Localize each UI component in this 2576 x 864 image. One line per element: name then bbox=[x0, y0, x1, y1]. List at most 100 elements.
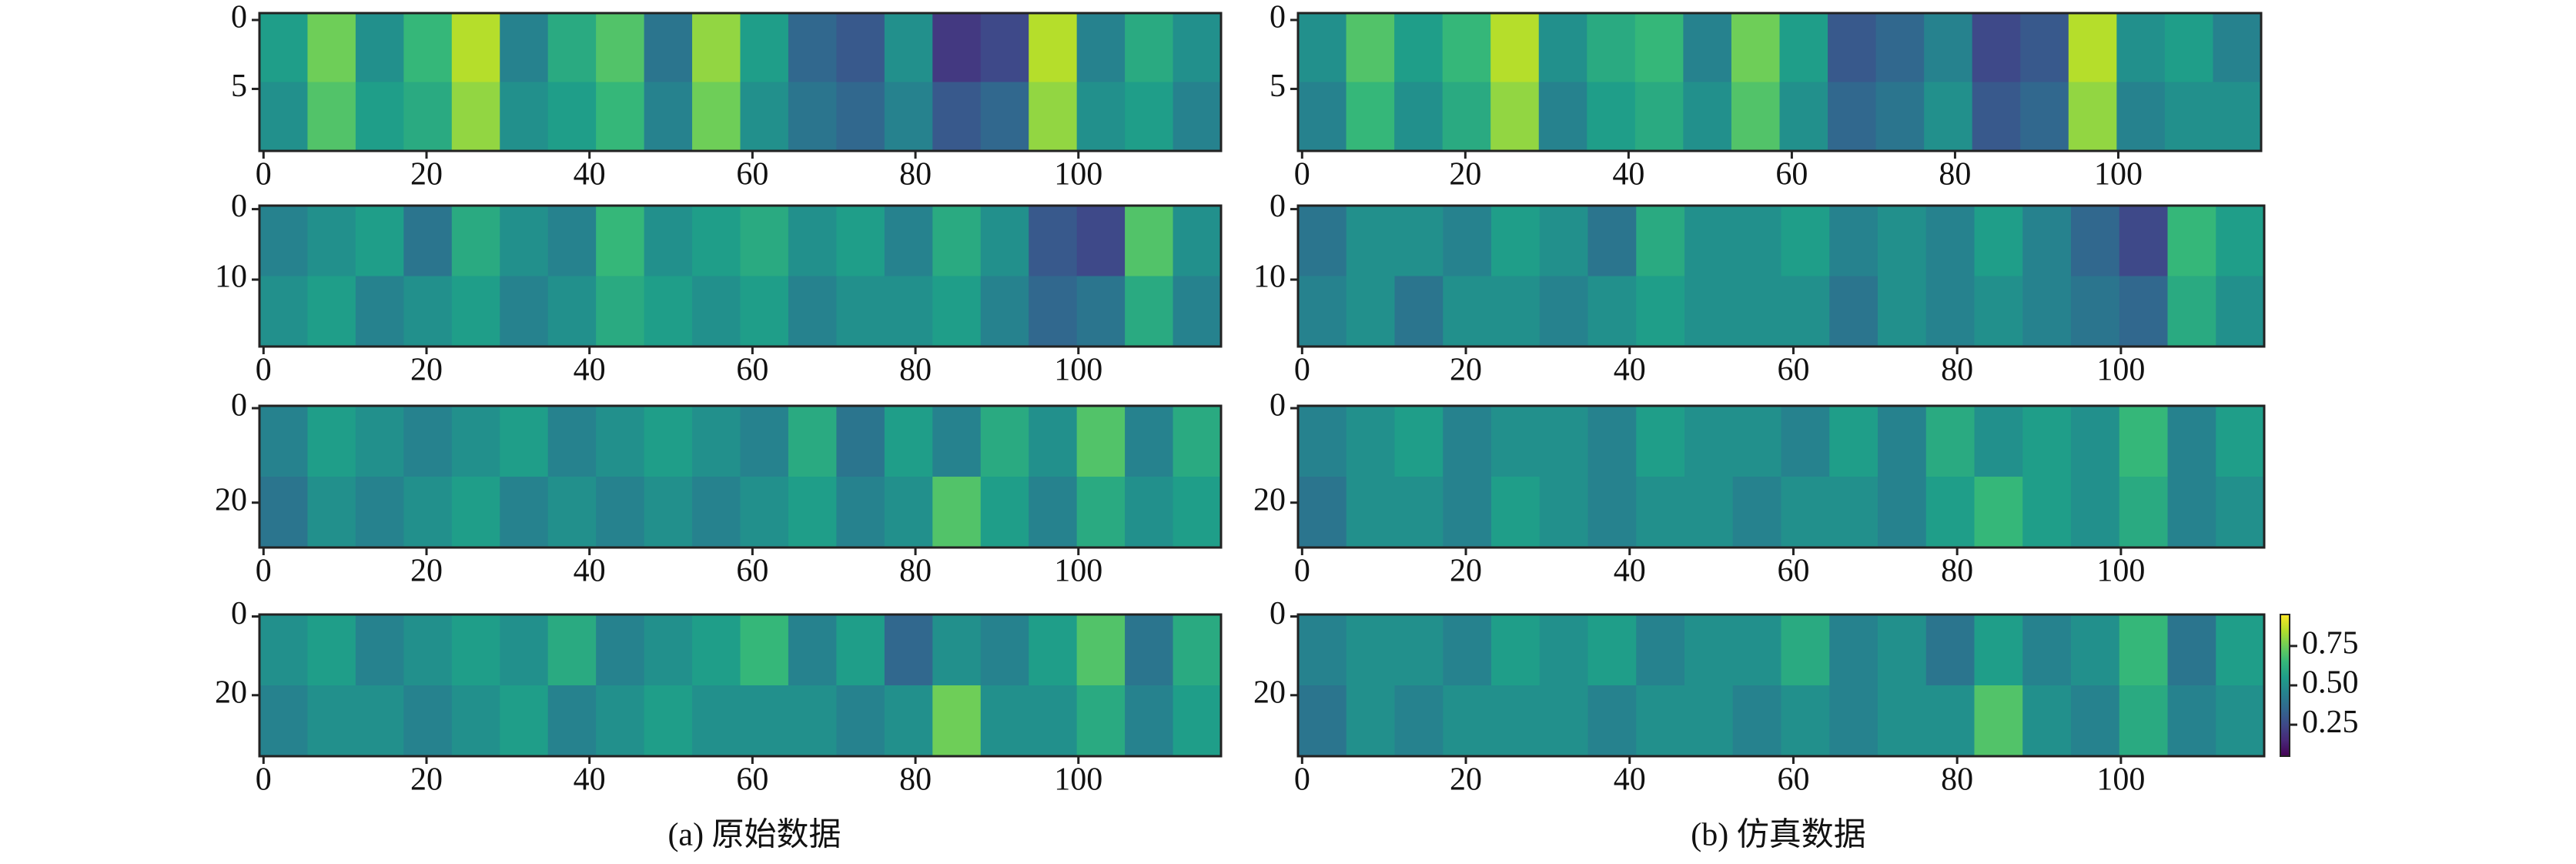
heatmap-cell bbox=[1636, 477, 1685, 548]
heatmap-cell bbox=[740, 206, 789, 277]
heatmap-cell bbox=[1490, 82, 1540, 152]
plot-frame bbox=[258, 404, 1223, 549]
x-tick-label: 40 bbox=[1612, 157, 1644, 193]
heatmap-cell bbox=[1779, 13, 1828, 83]
heatmap-cell bbox=[884, 206, 933, 277]
heatmap-cell bbox=[1684, 276, 1734, 347]
heatmap-cell bbox=[1029, 206, 1078, 277]
heatmap-cell bbox=[1442, 82, 1491, 152]
heatmap-cell bbox=[788, 82, 837, 152]
heatmap-cell bbox=[451, 82, 500, 152]
heatmap-cell bbox=[932, 276, 982, 347]
heatmap-cell bbox=[2216, 685, 2265, 757]
heatmap-cell bbox=[1029, 685, 1078, 757]
heatmap-cell bbox=[1972, 13, 2021, 83]
heatmap-cell bbox=[980, 276, 1029, 347]
heatmap-cell bbox=[1443, 276, 1492, 347]
heatmap-cell bbox=[932, 13, 982, 83]
heatmap-cell bbox=[451, 615, 500, 686]
colorbar bbox=[2280, 614, 2290, 757]
heatmap-cell bbox=[1539, 206, 1589, 277]
heatmap-cell bbox=[2216, 406, 2265, 477]
heatmap-cell bbox=[1490, 13, 1540, 83]
heatmap-cell bbox=[2071, 406, 2120, 477]
heatmap-cell bbox=[1878, 406, 1927, 477]
x-tick-label: 20 bbox=[410, 762, 443, 798]
heatmap-cell bbox=[2167, 406, 2216, 477]
heatmap-cell bbox=[596, 615, 645, 686]
caption: (b) 仿真数据 bbox=[1691, 818, 1865, 853]
heatmap-cell bbox=[1828, 13, 1877, 83]
heatmap-cell bbox=[1781, 206, 1830, 277]
x-tick-label: 40 bbox=[1614, 353, 1646, 388]
y-tick-label: 20 bbox=[215, 482, 247, 517]
heatmap-cell bbox=[1924, 82, 1973, 152]
heatmap-cell bbox=[500, 82, 549, 152]
heatmap-cell bbox=[1587, 13, 1636, 83]
heatmap-cell bbox=[547, 276, 597, 347]
heatmap-cell bbox=[1974, 477, 2023, 548]
x-tick-label: 60 bbox=[1777, 762, 1809, 798]
heatmap-cell bbox=[1587, 477, 1637, 548]
heatmap-cell bbox=[1875, 82, 1925, 152]
heatmap-cell bbox=[692, 615, 741, 686]
heatmap-cell bbox=[2022, 206, 2072, 277]
heatmap-cell bbox=[403, 685, 453, 757]
heatmap-cell bbox=[2068, 82, 2117, 152]
heatmap-cell bbox=[403, 13, 453, 83]
heatmap-cell bbox=[884, 406, 933, 477]
heatmap-cell bbox=[1346, 477, 1396, 548]
heatmap-cell bbox=[2020, 13, 2069, 83]
heatmap-cell bbox=[1587, 685, 1637, 757]
heatmap-cell bbox=[1732, 477, 1782, 548]
heatmap-cell bbox=[1346, 276, 1396, 347]
plot-frame bbox=[1296, 12, 2263, 152]
heatmap-cell bbox=[1298, 477, 1347, 548]
heatmap-cell bbox=[1491, 685, 1541, 757]
heatmap-cell bbox=[980, 13, 1029, 83]
heatmap-cell bbox=[547, 13, 597, 83]
heatmap-cell bbox=[1173, 206, 1222, 277]
heatmap-cell bbox=[451, 685, 500, 757]
y-tick-label: 0 bbox=[231, 0, 247, 35]
x-tick-label: 80 bbox=[899, 554, 932, 589]
heatmap-cell bbox=[2071, 276, 2120, 347]
heatmap-cell bbox=[836, 685, 885, 757]
heatmap-cell bbox=[1491, 477, 1541, 548]
heatmap-cell bbox=[836, 82, 885, 152]
colorbar-tick-label: 0.25 bbox=[2302, 705, 2359, 740]
y-tick-label: 20 bbox=[1253, 482, 1286, 517]
heatmap-cell bbox=[788, 615, 837, 686]
heatmap-cell bbox=[1076, 206, 1126, 277]
heatmap-cell bbox=[644, 615, 693, 686]
heatmap-cell bbox=[1029, 615, 1078, 686]
heatmap-cell bbox=[596, 82, 645, 152]
heatmap-cell bbox=[355, 615, 404, 686]
heatmap-cell bbox=[307, 82, 356, 152]
heatmap-cell bbox=[1732, 685, 1782, 757]
heatmap-cell bbox=[1076, 615, 1126, 686]
heatmap-cell bbox=[2116, 13, 2166, 83]
heatmap-cell bbox=[1539, 406, 1589, 477]
heatmap-cell bbox=[1346, 406, 1396, 477]
heatmap-cell bbox=[932, 477, 982, 548]
heatmap-cell bbox=[307, 206, 356, 277]
heatmap-cell bbox=[1925, 685, 1975, 757]
colorbar-tick-label: 0.50 bbox=[2302, 665, 2359, 701]
x-tick-label: 60 bbox=[1775, 157, 1808, 193]
x-tick-label: 100 bbox=[1054, 762, 1102, 798]
heatmap-cell bbox=[451, 406, 500, 477]
x-tick-label: 40 bbox=[574, 353, 606, 388]
x-tick-label: 0 bbox=[256, 157, 272, 193]
plot-frame bbox=[1296, 613, 2266, 758]
heatmap-cell bbox=[1925, 206, 1975, 277]
x-tick-label: 80 bbox=[899, 762, 932, 798]
heatmap-cell bbox=[2071, 206, 2120, 277]
heatmap-cell bbox=[355, 685, 404, 757]
heatmap-cell bbox=[1684, 406, 1734, 477]
heatmap-cell bbox=[1394, 276, 1444, 347]
heatmap-cell bbox=[1731, 13, 1781, 83]
heatmap-cell bbox=[932, 685, 982, 757]
heatmap-cell bbox=[403, 406, 453, 477]
x-tick-label: 20 bbox=[1450, 554, 1482, 589]
